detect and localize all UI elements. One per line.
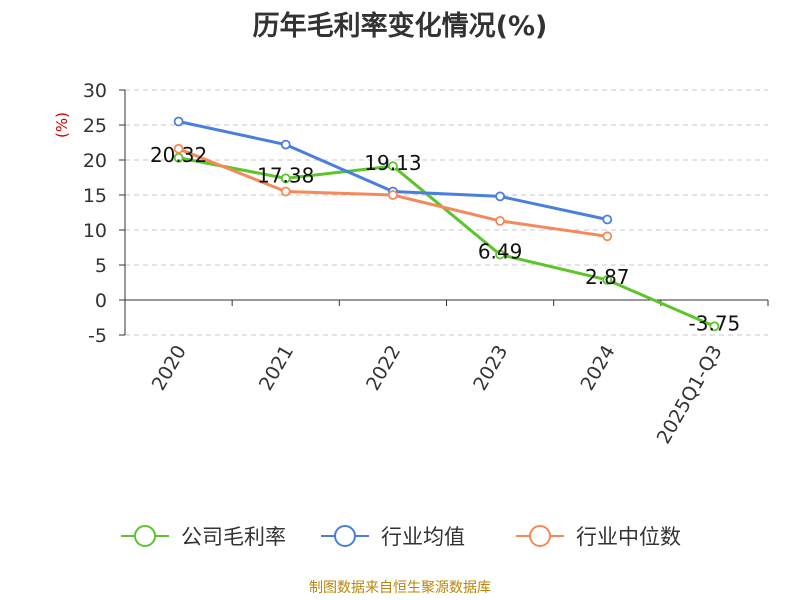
- data-label: 6.49: [478, 240, 523, 264]
- y-tick-label: 20: [83, 150, 107, 172]
- x-tick-label: 2024: [576, 342, 619, 395]
- data-point: [173, 143, 184, 154]
- x-tick-label: 2025Q1-Q3: [653, 342, 727, 448]
- grid-lines: [125, 89, 768, 336]
- series-lines: [173, 116, 720, 332]
- y-tick-label: 10: [83, 220, 107, 242]
- footer-source: 制图数据来自恒生聚源数据库: [309, 580, 491, 596]
- data-label: 20.32: [150, 143, 207, 167]
- data-point: [602, 214, 613, 225]
- x-tick-labels: 2020 2021 2022 2023 2024 2025Q1-Q3: [148, 342, 727, 448]
- chart-title: 历年毛利率变化情况(%): [252, 11, 548, 42]
- legend-marker: [134, 525, 156, 547]
- x-tick-label: 2023: [469, 342, 512, 395]
- y-tick-label: 5: [95, 255, 107, 277]
- data-point: [280, 173, 291, 184]
- legend-label: 公司毛利率: [181, 525, 286, 549]
- data-point: [280, 186, 291, 197]
- data-label: 2.87: [585, 265, 630, 289]
- data-label: 19.13: [364, 151, 421, 175]
- legend-label: 行业中位数: [576, 525, 681, 549]
- y-tick-label: 25: [83, 115, 107, 137]
- series-line: [178, 156, 716, 328]
- data-point: [602, 275, 613, 285]
- data-point: [388, 161, 398, 171]
- data-labels: 20.32 17.38 19.13 6.49 2.87 -3.75: [150, 143, 740, 335]
- data-point: [173, 116, 184, 127]
- data-point: [495, 191, 505, 202]
- data-label: 17.38: [257, 163, 314, 187]
- x-tick-label: 2022: [362, 342, 405, 395]
- x-tick-label: 2020: [148, 342, 191, 395]
- legend-label: 行业均值: [381, 525, 465, 549]
- data-point: [280, 139, 291, 150]
- data-point: [495, 249, 505, 260]
- legend: 公司毛利率 行业均值 行业中位数: [121, 525, 681, 549]
- data-point: [495, 215, 505, 226]
- legend-marker: [529, 525, 551, 547]
- data-point: [388, 190, 398, 200]
- y-tick-label: 15: [83, 185, 107, 207]
- data-point: [709, 321, 720, 332]
- y-tick-label: 30: [83, 80, 107, 102]
- data-point: [173, 152, 184, 163]
- data-label: -3.75: [689, 311, 741, 335]
- y-tick-labels: 30 25 20 15 10 5 0 -5: [83, 80, 107, 347]
- y-tick-label: -5: [88, 325, 107, 347]
- data-point: [602, 231, 613, 242]
- legend-marker: [334, 525, 356, 547]
- axes: [119, 89, 769, 336]
- x-tick-label: 2021: [255, 342, 298, 395]
- y-axis-label: (%): [53, 112, 71, 138]
- y-tick-label: 0: [95, 290, 107, 312]
